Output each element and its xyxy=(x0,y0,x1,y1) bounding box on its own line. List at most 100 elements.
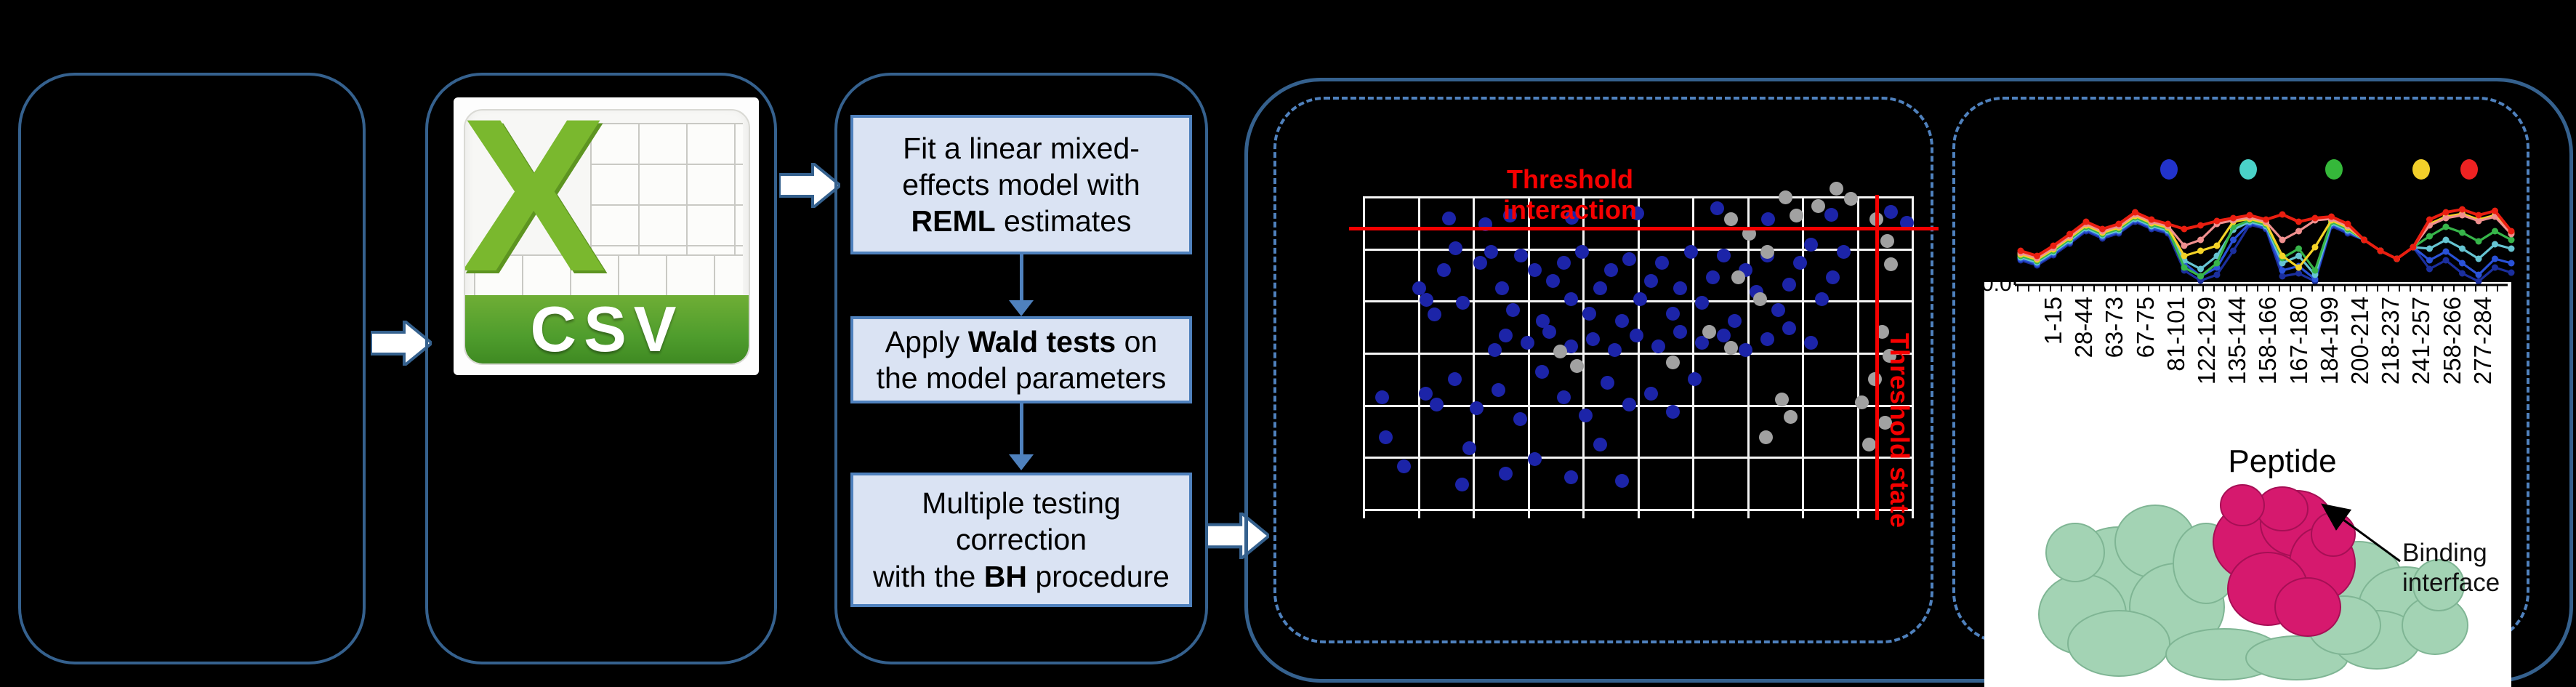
legend-dot xyxy=(2460,159,2478,180)
scatter-point xyxy=(1455,478,1469,491)
timepoint-legend-dots xyxy=(2160,159,2478,180)
scatter-point xyxy=(1437,263,1451,277)
legend-dot xyxy=(2325,159,2343,180)
peptide-label: 81-101 xyxy=(2162,297,2189,371)
uptake-marker xyxy=(2181,252,2188,260)
peptide-label: 277-284 xyxy=(2468,297,2496,385)
flow-arrow-2 xyxy=(779,163,840,208)
pipeline-step-bh-correction: Multiple testing correction with the BH pr… xyxy=(850,473,1192,607)
scatter-point xyxy=(1844,192,1858,206)
grid-line-vertical xyxy=(1417,196,1420,518)
uptake-line-chart xyxy=(2017,206,2515,285)
uptake-marker xyxy=(2475,212,2482,219)
scatter-point xyxy=(1884,257,1898,271)
uptake-marker xyxy=(2295,245,2302,252)
uptake-marker xyxy=(2082,218,2090,225)
uptake-marker xyxy=(2213,271,2221,278)
uptake-marker xyxy=(2279,260,2286,267)
scatter-point xyxy=(1484,245,1498,259)
spreadsheet-card: X CSV xyxy=(464,109,750,365)
scatter-point xyxy=(1761,212,1775,226)
scatter-point xyxy=(1688,372,1702,386)
uptake-marker xyxy=(2132,209,2138,216)
protein-blob xyxy=(2311,512,2356,557)
pipeline-step-text: the model parameters xyxy=(876,361,1167,395)
scatter-point xyxy=(1528,452,1542,466)
pipeline-step-text: effects model with xyxy=(902,167,1140,201)
scatter-point xyxy=(1731,270,1745,284)
scatter-point xyxy=(1900,216,1914,230)
scatter-point xyxy=(1495,281,1509,295)
uptake-marker xyxy=(2197,273,2204,280)
scatter-point xyxy=(1666,355,1680,369)
scatter-point xyxy=(1695,336,1709,350)
scatter-point xyxy=(1837,245,1851,259)
uptake-marker xyxy=(2230,236,2237,244)
uptake-marker xyxy=(2426,245,2433,252)
uptake-marker xyxy=(2279,236,2286,244)
scatter-point xyxy=(1542,325,1556,339)
down-arrow-icon xyxy=(1009,254,1034,316)
scatter-point xyxy=(1565,211,1579,225)
grid-line-horizontal xyxy=(1363,509,1912,511)
protein-blob xyxy=(2412,559,2465,611)
scatter-point xyxy=(1535,365,1549,379)
pipeline-step-text: Fit a linear mixed- xyxy=(903,131,1140,165)
scatter-point xyxy=(1710,201,1724,215)
scatter-point xyxy=(1760,332,1774,346)
uptake-marker xyxy=(2361,236,2367,244)
scatter-point xyxy=(1521,336,1534,350)
uptake-marker xyxy=(2459,270,2466,277)
uptake-marker xyxy=(2344,220,2351,228)
volcano-title: Threshold interaction xyxy=(1502,164,1638,225)
uptake-marker xyxy=(2442,223,2450,230)
uptake-marker xyxy=(2442,248,2450,255)
csv-banner: CSV xyxy=(465,293,749,363)
peptide-label: 122-129 xyxy=(2193,297,2220,385)
scatter-point xyxy=(1375,390,1389,404)
panel-pipeline xyxy=(834,73,1208,664)
peptide-label: 241-257 xyxy=(2407,297,2435,385)
results-group-border xyxy=(1244,78,2573,683)
uptake-marker xyxy=(2279,273,2286,280)
csv-file-icon: X CSV xyxy=(454,97,759,375)
scatter-point xyxy=(1456,296,1470,310)
scatter-point xyxy=(1706,270,1720,284)
protein-blob xyxy=(2045,523,2105,582)
uptake-marker xyxy=(2426,265,2433,273)
uptake-marker xyxy=(2459,212,2466,219)
panel-csv: X CSV xyxy=(425,73,777,664)
uptake-marker xyxy=(2475,278,2482,285)
grid-line-vertical xyxy=(1363,196,1365,518)
scatter-point xyxy=(1684,245,1698,259)
scatter-point xyxy=(1784,410,1798,424)
uptake-marker xyxy=(2066,230,2073,238)
scatter-point xyxy=(1506,303,1520,317)
threshold-interaction-line xyxy=(1349,227,1939,230)
scatter-point xyxy=(1673,281,1687,295)
uptake-marker xyxy=(2197,222,2204,229)
uptake-marker xyxy=(2050,242,2057,249)
uptake-marker xyxy=(2295,270,2302,277)
excel-x-glyph: X xyxy=(464,109,607,317)
scatter-point xyxy=(1728,314,1742,328)
pipeline-step-fit-model: Fit a linear mixed-effects model with REM… xyxy=(850,115,1192,254)
scatter-point xyxy=(1593,438,1607,451)
legend-dot xyxy=(2239,159,2257,180)
uptake-marker xyxy=(2181,264,2188,271)
volcano-side-label: Threshold state xyxy=(1885,333,1915,529)
arrow-shaft xyxy=(1020,403,1023,454)
scatter-point xyxy=(1593,281,1607,295)
uptake-marker xyxy=(2508,228,2515,235)
scatter-point xyxy=(1492,383,1505,397)
grid-line-vertical xyxy=(1856,196,1859,518)
protein-blob xyxy=(2067,610,2170,677)
down-arrow-icon xyxy=(1009,403,1034,470)
scatter-point xyxy=(1622,398,1636,411)
scatter-point xyxy=(1449,241,1462,255)
uptake-marker xyxy=(2459,206,2466,213)
uptake-marker xyxy=(2181,242,2188,249)
uptake-marker xyxy=(2279,252,2286,260)
scatter-point xyxy=(1760,245,1774,259)
uptake-marker xyxy=(2492,207,2498,214)
